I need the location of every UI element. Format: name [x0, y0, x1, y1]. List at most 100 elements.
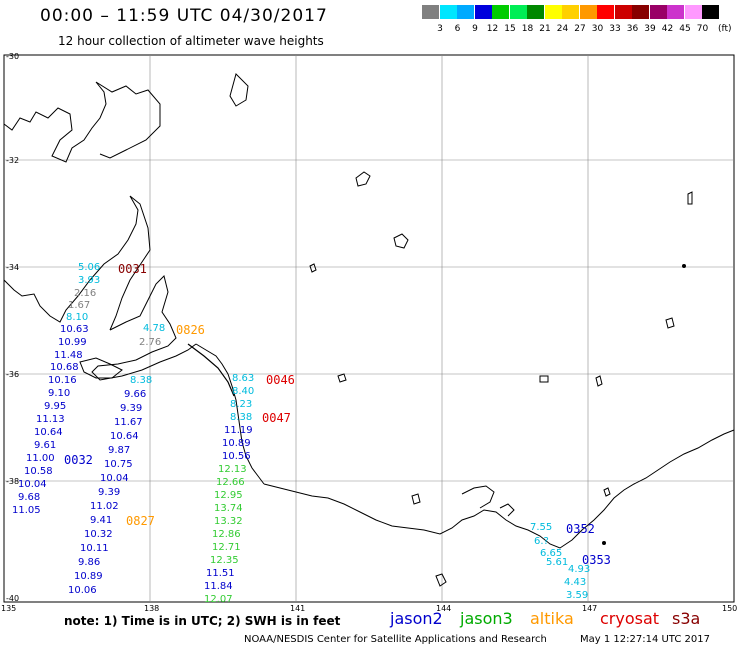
pass-number-label: 0353: [582, 553, 611, 567]
wave-height-label: 11.51: [206, 568, 235, 579]
coastline: [3, 73, 735, 587]
wave-height-label: 9.66: [124, 389, 147, 400]
pass-number-label: 0031: [118, 262, 147, 276]
scale-label: 24: [556, 24, 569, 34]
wave-height-label: 11.13: [36, 414, 65, 425]
scale-swatch: [649, 5, 667, 19]
legend-altika: altika: [530, 609, 574, 628]
lon-label: 138: [144, 604, 160, 613]
wave-height-label: 10.32: [84, 529, 113, 540]
wave-height-label: 2.76: [139, 337, 162, 348]
scale-label: 27: [574, 24, 586, 34]
map-subtitle: 12 hour collection of altimeter wave hei…: [58, 34, 324, 48]
wave-height-label: 9.61: [34, 440, 57, 451]
wave-height-label: 4.93: [568, 564, 591, 575]
pass-number-label: 0827: [126, 514, 155, 528]
wave-height-label: 11.00: [26, 453, 55, 464]
pass-number-label: 0352: [566, 522, 595, 536]
wave-height-label: 12.35: [210, 555, 239, 566]
wave-height-label: 13.32: [214, 516, 243, 527]
wave-height-label: 10.64: [34, 427, 63, 438]
scale-label: 70: [696, 24, 709, 34]
grid-lines: [4, 55, 734, 602]
pass-number-label: 0826: [176, 323, 205, 337]
wave-height-label: 9.10: [48, 388, 71, 399]
wave-height-label: 12.95: [214, 490, 243, 501]
wave-height-label: 10.99: [58, 337, 87, 348]
lat-label: -30: [6, 52, 20, 61]
lon-label: 147: [582, 604, 598, 613]
scale-swatch: [474, 5, 492, 19]
scale-label: 39: [644, 24, 656, 34]
scale-swatch: [562, 5, 579, 19]
wave-height-label: 10.04: [100, 473, 129, 484]
scale-unit: (ft): [718, 24, 732, 34]
wave-height-label: 3.93: [78, 275, 101, 286]
wave-height-label: 10.56: [222, 451, 251, 462]
pass-number-label: 0046: [266, 373, 295, 387]
lon-label: 135: [1, 604, 17, 613]
scale-label: 30: [591, 24, 604, 34]
marker-point: [682, 264, 686, 268]
wave-height-label: 11.05: [12, 505, 41, 516]
lat-label: -36: [6, 370, 20, 379]
map-title: 00:00 – 11:59 UTC 04/30/2017: [40, 6, 328, 26]
scale-swatch: [544, 5, 562, 19]
generated-timestamp: May 1 12:27:14 UTC 2017: [580, 634, 710, 645]
scale-label: 42: [661, 24, 674, 34]
lat-label: -32: [6, 156, 20, 165]
scale-swatch: [579, 5, 597, 19]
wave-height-label: 10.16: [48, 375, 77, 386]
wave-height-label: 4.43: [564, 577, 587, 588]
scale-label: 45: [679, 24, 691, 34]
scale-label: 15: [504, 24, 516, 34]
wave-height-label: 11.67: [114, 417, 143, 428]
wave-height-label: 10.04: [18, 479, 47, 490]
credit-text: NOAA/NESDIS Center for Satellite Applica…: [244, 634, 547, 645]
scale-swatch: [684, 5, 702, 19]
wave-height-label: 8.63: [232, 373, 255, 384]
wave-height-label: 12.66: [216, 477, 245, 488]
wave-height-label: 12.07: [204, 594, 233, 605]
scale-swatch: [597, 5, 614, 19]
lat-label: -34: [6, 263, 20, 272]
scale-label: 3: [437, 24, 443, 34]
wave-height-label: 9.68: [18, 492, 41, 503]
wave-height-label: 10.89: [74, 571, 103, 582]
scale-swatch: [457, 5, 474, 19]
scale-swatch: [492, 5, 509, 19]
wave-height-label: 8.10: [66, 312, 89, 323]
scale-swatch: [509, 5, 527, 19]
wave-height-label: 11.48: [54, 350, 83, 361]
wave-height-label: 8.23: [230, 399, 253, 410]
ground-track: [187, 343, 235, 397]
wave-height-label: 8.38: [130, 375, 153, 386]
wave-height-label: 6.65: [540, 548, 563, 559]
footer-note: note: 1) Time is in UTC; 2) SWH is in fe…: [64, 614, 341, 628]
wave-height-label: 8.40: [232, 386, 255, 397]
lon-label: 141: [290, 604, 306, 613]
wave-height-label: 10.63: [60, 324, 89, 335]
wave-height-label: 12.86: [212, 529, 241, 540]
wave-height-label: 11.02: [90, 501, 119, 512]
wave-height-label: 9.87: [108, 445, 131, 456]
wave-height-label: 5.61: [546, 557, 569, 568]
scale-swatch: [527, 5, 544, 19]
wave-height-label: 6.?: [534, 536, 549, 547]
scale-label: 33: [609, 24, 621, 34]
legend-s3a: s3a: [672, 609, 701, 628]
wave-height-label: 10.06: [68, 585, 97, 596]
wave-height-label: 9.41: [90, 515, 113, 526]
scale-swatch: [632, 5, 649, 19]
legend-cryosat: cryosat: [600, 609, 660, 628]
scale-label: 12: [486, 24, 499, 34]
wave-height-label: 10.89: [222, 438, 251, 449]
wave-height-label: 10.58: [24, 466, 53, 477]
lon-label: 144: [436, 604, 452, 613]
marker-point: [602, 541, 606, 545]
lat-label: -38: [6, 477, 20, 486]
wave-height-label: 10.68: [50, 362, 79, 373]
wave-height-label: 5.06: [78, 262, 101, 273]
wave-height-label: 12.13: [218, 464, 247, 475]
